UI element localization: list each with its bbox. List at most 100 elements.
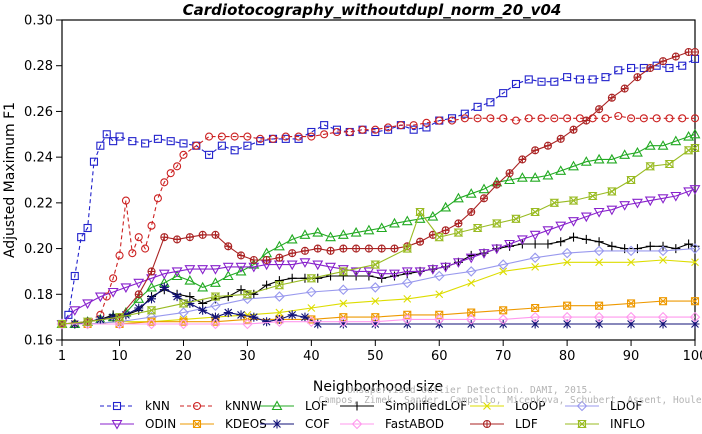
data-point [94, 292, 106, 303]
data-point [639, 114, 648, 123]
y-tick-label: 0.24 [24, 151, 53, 166]
data-point [569, 125, 578, 134]
data-point [568, 196, 579, 205]
data-point [274, 314, 284, 324]
data-point [568, 217, 579, 227]
y-tick-label: 0.22 [24, 196, 53, 211]
y-axis: 0.16 0.18 0.20 0.22 0.24 0.26 0.28 0.30 [24, 14, 62, 349]
data-point [192, 401, 202, 411]
data-point [248, 258, 260, 269]
data-point [657, 311, 669, 323]
legend-label: FastABOD [385, 417, 444, 431]
data-point [625, 245, 637, 257]
data-point [452, 192, 464, 203]
data-point [620, 84, 629, 93]
data-point [173, 162, 182, 171]
data-point [57, 319, 67, 329]
data-point [467, 278, 476, 287]
data-point [134, 290, 143, 299]
legend-label: COF [305, 417, 330, 431]
data-point [306, 274, 317, 283]
x-axis: 1 10 20 30 40 50 60 70 80 90 100 [58, 340, 702, 364]
x-tick-label: 90 [623, 349, 640, 364]
data-point [217, 141, 226, 150]
data-point [409, 121, 418, 130]
data-point [128, 249, 137, 258]
legend-item-kdeos: KDEOS [180, 417, 267, 431]
data-point [147, 267, 156, 276]
data-point [326, 271, 336, 281]
data-point [529, 252, 541, 263]
data-point [479, 194, 489, 203]
data-point [158, 269, 170, 280]
data-point [300, 246, 310, 255]
data-point [440, 201, 452, 212]
data-point [491, 244, 503, 255]
data-point [453, 228, 464, 237]
data-point [325, 231, 336, 242]
series-odin [56, 185, 701, 330]
data-point [70, 271, 79, 281]
x-tick-label: 1 [58, 349, 66, 364]
data-point [440, 262, 452, 273]
data-point [460, 114, 469, 123]
data-point [172, 292, 182, 302]
data-point [363, 267, 375, 278]
data-point [588, 75, 597, 84]
data-point [684, 47, 693, 57]
data-point [338, 319, 348, 329]
data-point [211, 230, 220, 239]
data-point [594, 319, 604, 329]
data-point [262, 317, 272, 327]
data-point [606, 205, 618, 216]
data-point [198, 305, 208, 315]
data-point [593, 245, 605, 257]
data-point [645, 162, 656, 171]
data-point [433, 314, 445, 325]
data-point [274, 316, 285, 327]
data-point [678, 61, 687, 70]
data-point [619, 149, 631, 159]
data-point [217, 132, 226, 141]
legend-label: LDF [515, 417, 538, 431]
data-point [325, 262, 336, 273]
data-point [594, 237, 604, 247]
data-point [370, 316, 381, 327]
data-point [595, 301, 604, 310]
data-point [415, 207, 425, 217]
data-point [542, 169, 554, 180]
data-point [454, 219, 463, 228]
data-point [486, 114, 495, 123]
data-point [601, 73, 610, 82]
data-point [644, 140, 656, 150]
plot-area [56, 47, 701, 330]
data-point [166, 169, 175, 178]
data-point [286, 233, 298, 244]
data-point [197, 281, 209, 292]
data-point [115, 251, 124, 260]
data-point [403, 294, 412, 303]
data-point [562, 319, 572, 329]
data-point [384, 123, 393, 132]
legend-label: kNN [145, 399, 170, 413]
data-point [275, 308, 284, 317]
data-point [179, 139, 188, 148]
data-point [549, 198, 560, 207]
legend-label: ODIN [145, 417, 176, 431]
data-point [531, 303, 540, 313]
data-point [492, 180, 501, 189]
data-point [690, 143, 700, 153]
data-point [568, 160, 579, 171]
data-point [160, 178, 169, 187]
data-point [607, 241, 617, 251]
data-point [543, 141, 552, 150]
series-line [61, 58, 696, 325]
data-point [205, 150, 214, 159]
data-point [320, 121, 329, 130]
data-point [134, 233, 143, 242]
data-point [313, 244, 322, 253]
data-point [422, 123, 431, 132]
data-point [390, 244, 399, 253]
data-point [537, 114, 546, 123]
data-point [262, 255, 271, 265]
